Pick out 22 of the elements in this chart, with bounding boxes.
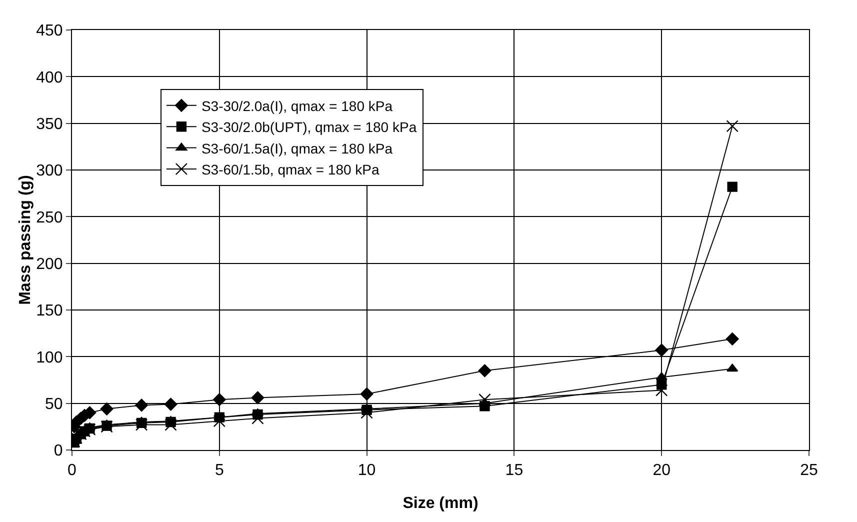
y-tick-label: 0: [54, 442, 63, 460]
x-tick-label: 5: [214, 462, 224, 480]
y-tick-label: 200: [36, 256, 63, 273]
y-axis-title: Mass passing (g): [17, 175, 34, 305]
y-tick-label: 150: [36, 302, 63, 320]
x-tick-label: 0: [68, 462, 77, 480]
y-tick-label: 400: [36, 69, 63, 86]
y-tick-label: 450: [36, 22, 63, 40]
y-tick-label: 250: [36, 209, 63, 226]
x-tick-label: 25: [800, 462, 818, 480]
y-tick-label: 350: [36, 116, 63, 133]
y-tick-label: 100: [36, 349, 63, 366]
legend-label: S3-30/2.0b(UPT), qmax = 180 kPa: [201, 119, 417, 136]
x-axis-title: Size (mm): [402, 495, 478, 512]
legend-label: S3-30/2.0a(I), qmax = 180 kPa: [201, 98, 393, 114]
legend-label: S3-60/1.5b, qmax = 180 kPa: [201, 161, 380, 178]
legend-label: S3-60/1.5a(I), qmax = 180 kPa: [201, 140, 393, 156]
y-tick-label: 50: [45, 396, 63, 413]
x-tick-label: 10: [358, 462, 376, 480]
x-tick-label: 20: [652, 462, 671, 480]
x-tick-label: 15: [505, 462, 524, 480]
y-tick-label: 300: [36, 162, 63, 180]
